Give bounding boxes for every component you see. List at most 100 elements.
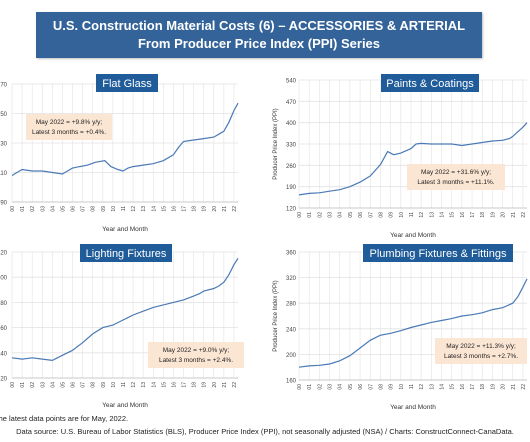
x-tick-label: 09: [389, 384, 395, 390]
x-tick-label: 19: [490, 384, 496, 390]
x-tick-label: 02: [30, 206, 36, 212]
x-tick-label: 00: [297, 212, 303, 218]
x-tick-label: 18: [192, 382, 198, 388]
x-tick-label: 13: [141, 206, 147, 212]
y-tick-label: 320: [0, 251, 8, 257]
x-tick-label: 12: [419, 212, 425, 218]
x-tick-label: 03: [328, 212, 334, 218]
x-tick-label: 19: [490, 212, 496, 218]
annotation-box: [435, 338, 527, 364]
y-tick-label: 130: [0, 142, 8, 148]
y-tick-label: 360: [286, 251, 297, 257]
x-tick-label: 01: [307, 384, 313, 390]
x-tick-label: 17: [182, 382, 188, 388]
x-tick-label: 15: [161, 206, 167, 212]
page-subtitle: From Producer Price Index (PPI) Series: [137, 36, 381, 51]
x-tick-label: 16: [460, 384, 466, 390]
x-tick-label: 16: [171, 382, 177, 388]
x-axis-label: Year and Month: [102, 402, 148, 409]
x-axis-label: Year and Month: [390, 232, 436, 239]
x-tick-label: 09: [389, 212, 395, 218]
x-tick-label: 00: [297, 384, 303, 390]
x-tick-label: 03: [40, 206, 46, 212]
x-tick-label: 16: [460, 212, 466, 218]
x-tick-label: 18: [480, 384, 486, 390]
x-tick-label: 14: [151, 382, 157, 388]
chart-lighting-fixtures-svg: 220 240 260 280 300 320 00 01 02 03 04 05 06 07 08 09 10…: [0, 244, 244, 409]
chart-title-box: [96, 74, 158, 92]
x-tick-label: 01: [20, 382, 26, 388]
y-tick-label: 240: [0, 351, 8, 357]
y-tick-label: 280: [286, 302, 297, 308]
x-tick-label: 21: [511, 384, 517, 390]
x-tick-label: 05: [348, 212, 354, 218]
x-tick-label: 14: [151, 206, 157, 212]
x-tick-label: 18: [192, 206, 198, 212]
y-axis-label: Producer Price Index (PPI): [273, 280, 279, 351]
x-tick-label: 10: [111, 206, 117, 212]
x-axis-label: Year and Month: [102, 226, 148, 233]
y-tick-label: 300: [0, 276, 8, 282]
x-tick-label: 17: [182, 206, 188, 212]
x-tick-label: 10: [399, 384, 405, 390]
x-tick-label: 20: [212, 206, 218, 212]
x-tick-label: 14: [440, 212, 446, 218]
chart-title: Lighting Fixtures: [86, 248, 167, 260]
y-tick-label: 470: [286, 100, 297, 106]
x-tick-label: 11: [409, 384, 415, 389]
page-banner: U.S. Construction Material Costs (6) – A…: [36, 12, 482, 58]
x-tick-label: 13: [429, 384, 435, 390]
x-tick-label: 17: [470, 384, 476, 390]
annotation-box: [26, 114, 112, 140]
chart-title-box: [381, 74, 479, 92]
x-tick-label: 22: [521, 212, 527, 218]
chart-title: Paints & Coatings: [386, 78, 474, 90]
y-tick-label: 220: [0, 377, 8, 383]
x-tick-label: 07: [81, 382, 87, 388]
chart-flat-glass-svg: 90 110 130 150 170 00 01 02 03 04 05 06 07 08 09 10 11 12…: [0, 74, 239, 233]
y-tick-label: 260: [0, 326, 8, 332]
x-tick-label: 06: [71, 206, 77, 212]
x-tick-label: 20: [501, 384, 507, 390]
x-tick-label: 04: [338, 212, 344, 218]
x-tick-label: 15: [161, 382, 167, 388]
x-tick-label: 16: [171, 206, 177, 212]
x-tick-label: 07: [81, 206, 87, 212]
x-tick-label: 15: [450, 212, 456, 218]
x-tick-label: 04: [338, 384, 344, 390]
x-tick-label: 06: [71, 382, 77, 388]
series-line: [11, 257, 239, 362]
x-tick-label: 09: [101, 382, 107, 388]
y-tick-label: 90: [0, 201, 7, 207]
annotation-text: May 2022 = +9.0% y/y;: [163, 347, 230, 354]
annotation-text: May 2022 = +31.6% y/y;: [421, 169, 491, 176]
x-tick-label: 04: [50, 206, 56, 212]
x-tick-label: 00: [10, 206, 16, 212]
y-tick-label: 110: [0, 171, 8, 177]
x-tick-label: 04: [50, 382, 56, 388]
y-tick-label: 120: [286, 207, 297, 213]
y-tick-label: 320: [286, 276, 297, 282]
y-axis-label: Producer Price Index (PPI): [273, 108, 279, 179]
x-tick-label: 11: [121, 382, 127, 387]
x-tick-label: 12: [131, 382, 137, 388]
x-tick-label: 14: [440, 384, 446, 390]
chart-title-box: [363, 244, 513, 262]
x-tick-label: 09: [101, 206, 107, 212]
x-tick-label: 21: [222, 206, 228, 212]
chart-lighting-fixtures: 220 240 260 280 300 320 00 01 02 03 04 05 06 07 08 09 10…: [0, 242, 265, 412]
annotation-box: [407, 164, 505, 190]
x-tick-label: 19: [202, 382, 208, 388]
annotation-box: [148, 342, 244, 368]
y-tick-label: 240: [286, 327, 297, 333]
x-tick-label: 18: [480, 212, 486, 218]
chart-title: Plumbing Fixtures & Fittings: [370, 248, 507, 260]
x-tick-label: 22: [232, 382, 238, 388]
x-tick-label: 17: [470, 212, 476, 218]
x-tick-label: 08: [91, 206, 97, 212]
annotation-text: Latest 3 months = +11.1%.: [417, 179, 494, 186]
x-tick-label: 13: [141, 382, 147, 388]
x-tick-label: 00: [10, 382, 16, 388]
x-tick-label: 21: [222, 382, 228, 388]
chart-title-box: [80, 244, 172, 262]
